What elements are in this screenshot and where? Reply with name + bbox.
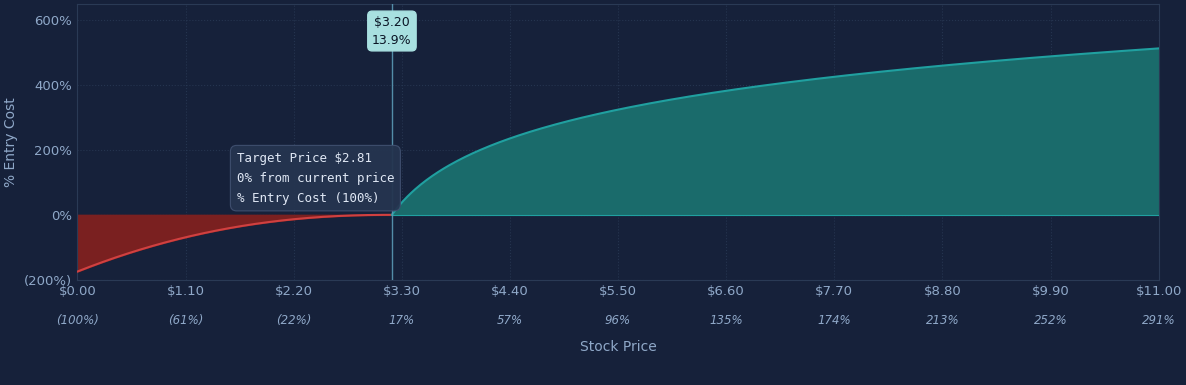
Text: Target Price $2.81
0% from current price
% Entry Cost (100%): Target Price $2.81 0% from current price… — [237, 152, 394, 205]
Text: $3.20
13.9%: $3.20 13.9% — [372, 15, 412, 47]
Text: 252%: 252% — [1034, 315, 1067, 327]
Text: 174%: 174% — [817, 315, 852, 327]
Text: (100%): (100%) — [56, 315, 98, 327]
Text: 213%: 213% — [925, 315, 959, 327]
Text: 135%: 135% — [709, 315, 742, 327]
Text: 291%: 291% — [1142, 315, 1175, 327]
Y-axis label: % Entry Cost: % Entry Cost — [5, 97, 18, 187]
Text: (61%): (61%) — [168, 315, 203, 327]
X-axis label: Stock Price: Stock Price — [580, 340, 656, 354]
Text: (22%): (22%) — [276, 315, 312, 327]
Text: 17%: 17% — [389, 315, 415, 327]
Text: 57%: 57% — [497, 315, 523, 327]
Text: 96%: 96% — [605, 315, 631, 327]
